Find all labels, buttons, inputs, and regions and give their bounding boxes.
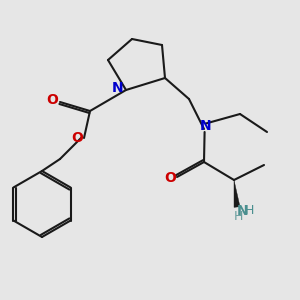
Text: O: O <box>164 171 176 184</box>
Text: N: N <box>112 82 123 95</box>
Text: O: O <box>46 93 58 107</box>
Text: H: H <box>234 210 243 223</box>
Text: O: O <box>71 131 83 145</box>
Text: N: N <box>200 119 211 133</box>
Text: H: H <box>244 204 254 217</box>
Text: N: N <box>237 204 248 218</box>
Polygon shape <box>234 180 240 207</box>
